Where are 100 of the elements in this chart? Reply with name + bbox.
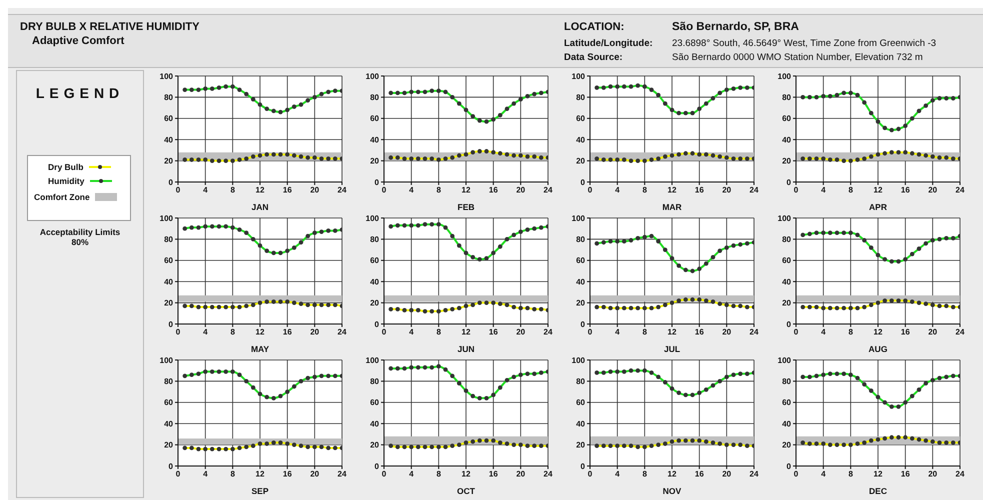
y-tick-label: 40 [782, 135, 792, 144]
text: LEGEND [34, 85, 126, 101]
x-tick-label: 8 [230, 470, 236, 479]
x-axis-title: APR [869, 202, 887, 212]
y-tick-label: 20 [576, 440, 586, 450]
y-tick-label: 40 [370, 277, 380, 286]
x-tick-label: 4 [821, 470, 826, 479]
x-axis-title: AUG [868, 344, 888, 354]
x-tick-label: 20 [310, 470, 320, 479]
x-tick-label: 20 [722, 328, 732, 337]
x-tick-label: 0 [794, 470, 799, 479]
y-tick-label: 60 [164, 256, 174, 266]
text: Latitude/Longitude: [564, 38, 653, 49]
y-tick-label: 100 [366, 356, 380, 365]
y-tick-label: 0 [580, 462, 586, 471]
y-tick-label: 40 [164, 135, 174, 144]
x-tick-label: 0 [382, 186, 387, 195]
y-tick-label: 60 [782, 398, 792, 408]
x-tick-label: 0 [588, 328, 593, 337]
y-tick-label: 60 [370, 398, 380, 408]
x-tick-label: 8 [436, 328, 442, 337]
x-tick-label: 24 [956, 328, 965, 337]
x-tick-label: 8 [230, 186, 236, 195]
x-tick-label: 16 [694, 470, 704, 479]
y-tick-label: 40 [576, 277, 586, 286]
y-tick-label: 100 [572, 214, 586, 223]
x-tick-label: 0 [382, 470, 387, 479]
x-tick-label: 24 [544, 186, 553, 195]
x-tick-label: 20 [722, 186, 732, 195]
y-tick-label: 80 [576, 377, 586, 386]
legend-label: Comfort Zone [34, 192, 90, 202]
y-tick-label: 0 [168, 462, 174, 471]
x-tick-label: 16 [282, 328, 292, 337]
y-tick-label: 20 [576, 298, 586, 308]
y-tick-label: 60 [370, 256, 380, 266]
x-tick-label: 8 [436, 470, 442, 479]
x-tick-label: 12 [462, 470, 471, 479]
y-tick-label: 20 [164, 298, 174, 308]
x-tick-label: 24 [750, 470, 759, 479]
x-axis-title: JAN [251, 202, 269, 212]
text: Acceptability Limits 80% [38, 227, 122, 247]
x-tick-label: 24 [338, 328, 347, 337]
x-tick-label: 20 [516, 470, 526, 479]
y-tick-label: 40 [164, 419, 174, 428]
y-tick-label: 100 [778, 214, 792, 223]
x-tick-label: 20 [722, 470, 732, 479]
y-tick-label: 100 [160, 72, 174, 81]
x-tick-label: 4 [409, 328, 414, 337]
y-tick-label: 0 [374, 178, 380, 187]
x-tick-label: 8 [230, 328, 236, 337]
x-tick-label: 0 [176, 470, 181, 479]
source-note: Data Source: [564, 52, 623, 63]
x-tick-label: 20 [310, 186, 320, 195]
x-tick-label: 8 [848, 470, 854, 479]
y-tick-label: 0 [168, 178, 174, 187]
x-tick-label: 16 [900, 328, 910, 337]
x-axis-title: NOV [662, 486, 682, 496]
y-tick-label: 80 [782, 93, 792, 102]
x-tick-label: 16 [488, 328, 498, 337]
x-tick-label: 24 [544, 328, 553, 337]
x-axis-title: JUL [664, 344, 680, 354]
y-tick-label: 60 [576, 114, 586, 124]
x-tick-label: 4 [615, 186, 620, 195]
x-tick-label: 4 [409, 186, 414, 195]
x-tick-label: 24 [750, 328, 759, 337]
y-tick-label: 40 [164, 277, 174, 286]
y-tick-label: 100 [366, 72, 380, 81]
x-tick-label: 12 [668, 470, 677, 479]
x-axis-title: OCT [457, 486, 476, 496]
y-tick-label: 20 [370, 298, 380, 308]
y-tick-label: 40 [576, 419, 586, 428]
y-tick-label: 20 [576, 156, 586, 166]
y-tick-label: 100 [160, 214, 174, 223]
legend-label: Dry Bulb [48, 162, 84, 172]
x-axis-title: FEB [458, 202, 474, 212]
y-tick-label: 0 [580, 320, 586, 329]
y-tick-label: 20 [370, 440, 380, 450]
y-tick-label: 80 [164, 235, 174, 244]
y-tick-label: 60 [164, 114, 174, 124]
chart-title: DRY BULB X RELATIVE HUMIDITY [20, 21, 200, 33]
x-tick-label: 12 [256, 328, 265, 337]
y-tick-label: 60 [164, 398, 174, 408]
x-tick-label: 12 [874, 186, 883, 195]
y-tick-label: 0 [168, 320, 174, 329]
x-tick-label: 4 [615, 470, 620, 479]
x-tick-label: 16 [488, 186, 498, 195]
x-tick-label: 20 [516, 186, 526, 195]
x-tick-label: 16 [282, 470, 292, 479]
text: LOCATION: [564, 21, 624, 33]
x-axis-title: DEC [869, 486, 887, 496]
y-tick-label: 40 [370, 135, 380, 144]
y-tick-label: 20 [782, 298, 792, 308]
y-tick-label: 20 [164, 440, 174, 450]
x-tick-label: 12 [462, 328, 471, 337]
x-tick-label: 12 [668, 186, 677, 195]
x-tick-label: 16 [694, 186, 704, 195]
x-tick-label: 4 [203, 186, 208, 195]
y-tick-label: 0 [374, 320, 380, 329]
y-tick-label: 80 [370, 235, 380, 244]
x-tick-label: 0 [176, 186, 181, 195]
